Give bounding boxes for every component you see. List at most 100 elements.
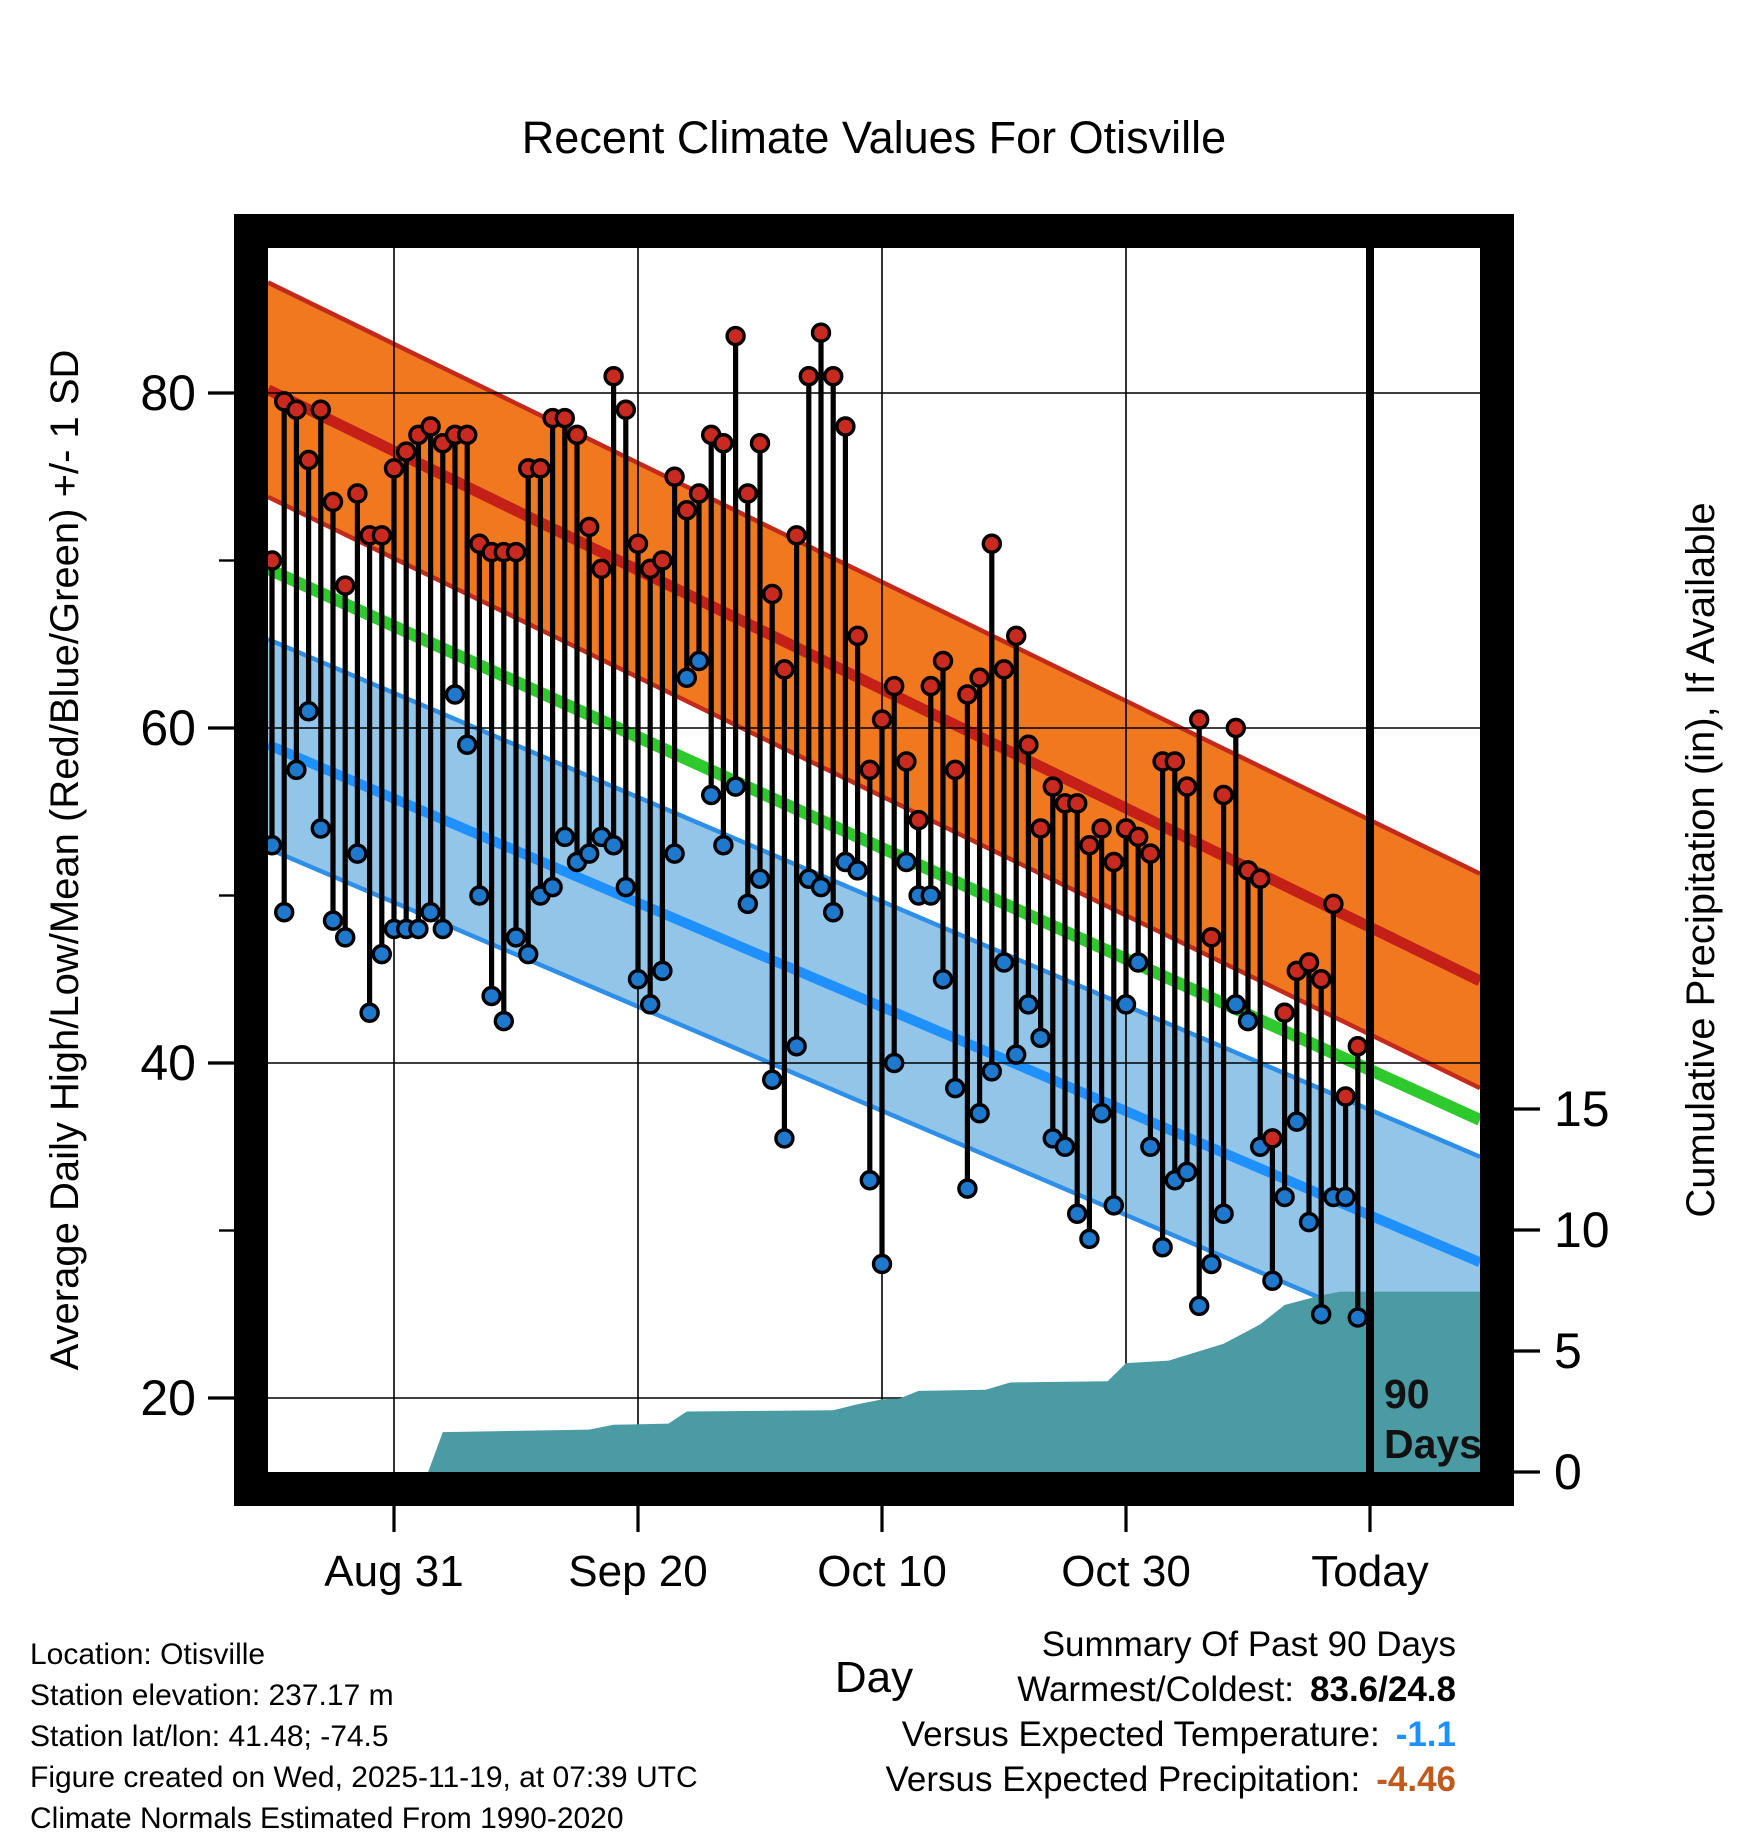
daily-high-dot [957, 684, 978, 705]
daily-high-dot [1030, 818, 1051, 839]
y-left-axis-title: Average Daily High/Low/Mean (Red/Blue/Gr… [43, 350, 87, 1371]
daily-low-dot [432, 918, 453, 940]
daily-low-dot [725, 776, 746, 797]
daily-high-dot [1079, 835, 1100, 856]
daily-low-dot [981, 1061, 1002, 1082]
daily-low-dot [298, 701, 319, 722]
daily-high-dot [847, 625, 868, 647]
daily-high-dot [1176, 776, 1198, 797]
daily-low-dot [1018, 994, 1039, 1015]
daily-low-dot [1201, 1253, 1222, 1275]
daily-high-dot [969, 667, 990, 688]
daily-low-dot [810, 876, 832, 898]
daily-high-dot [920, 675, 941, 697]
daily-low-dot [322, 910, 344, 931]
daily-low-dot [347, 843, 368, 864]
y-right-axis-title: Cumulative Precipitation (in), If Availa… [1679, 502, 1723, 1217]
daily-high-dot [1323, 893, 1344, 915]
daily-low-dot [1091, 1103, 1112, 1124]
daily-low-dot [359, 1002, 380, 1023]
daily-high-dot [1347, 1036, 1369, 1057]
daily-high-dot [1298, 952, 1320, 973]
daily-low-dot [1006, 1044, 1027, 1065]
daily-low-dot [676, 667, 697, 688]
mean-normal-line [268, 563, 1480, 1126]
daily-high-dot [1042, 776, 1064, 797]
daily-low-dot [847, 860, 868, 881]
daily-low-dot [823, 902, 844, 923]
summary-warmest-coldest: Warmest/Coldest: 83.6/24.8 [886, 1667, 1456, 1712]
daily-low-dot [579, 843, 600, 864]
daily-high-dot [1225, 717, 1247, 739]
daily-low-dot [1054, 1136, 1076, 1157]
daily-low-dot [1225, 994, 1247, 1015]
daily-low-dot [493, 1010, 514, 1032]
summary-vs-precipitation-label: Versus Expected Precipitation: [885, 1760, 1361, 1799]
daily-high-dot [664, 466, 685, 487]
daily-high-dot [1103, 851, 1125, 873]
daily-low-dot [1030, 1027, 1051, 1049]
daily-low-dot [774, 1128, 795, 1149]
daily-high-dot [737, 483, 758, 504]
x-tick-label-today: Today [1311, 1547, 1428, 1596]
daily-low-dot [969, 1103, 990, 1124]
daily-low-dot [1298, 1211, 1320, 1233]
summary-warmest-coldest-value: 83.6/24.8 [1310, 1670, 1456, 1709]
daily-low-dot [688, 650, 710, 672]
avg-high-normal-line [268, 384, 1480, 986]
summary-vs-temperature-value: -1.1 [1395, 1715, 1456, 1754]
daily-low-dot [652, 960, 673, 982]
x-axis-title: Day [835, 1653, 913, 1702]
daily-low-dot [518, 943, 539, 965]
daily-high-dot [896, 751, 917, 772]
station-metadata: Location: Otisville Station elevation: 2… [30, 1634, 698, 1839]
daily-high-dot [945, 759, 966, 781]
daily-high-dot [1213, 784, 1234, 806]
daily-high-dot [554, 407, 575, 429]
daily-low-dot [371, 943, 392, 965]
x-tick-label-oct-10: Oct 10 [817, 1547, 947, 1596]
metadata-elevation: Station elevation: 237.17 m [30, 1679, 394, 1712]
daily-high-dot [298, 449, 319, 471]
metadata-location: Location: Otisville [30, 1638, 266, 1671]
daily-high-dot [835, 416, 856, 437]
daily-low-dot [1262, 1270, 1283, 1291]
metadata-latlon: Station lat/lon: 41.48; -74.5 [30, 1720, 389, 1753]
daily-low-dot [896, 851, 917, 873]
daily-high-dot [1091, 818, 1112, 839]
daily-low-dot [505, 927, 527, 948]
daily-low-dot [1176, 1161, 1198, 1183]
daily-high-dot [457, 424, 478, 446]
daily-high-dot [798, 366, 819, 387]
daily-high-dot [1274, 1002, 1295, 1023]
daily-low-dot [871, 1253, 893, 1275]
daily-low-dot [457, 734, 478, 755]
daily-low-dot [859, 1170, 880, 1191]
daily-high-dot [725, 325, 746, 347]
daily-low-dot [884, 1052, 905, 1074]
daily-high-dot [1164, 751, 1186, 772]
daily-low-dot [737, 893, 758, 915]
daily-high-dot [615, 399, 636, 420]
daily-high-dot [993, 659, 1015, 680]
daily-high-dot [603, 366, 624, 387]
daily-low-dot [1140, 1136, 1161, 1157]
daily-low-dot [274, 902, 295, 923]
metadata-normals: Climate Normals Estimated From 1990-2020 [30, 1802, 624, 1835]
daily-low-dot [713, 835, 734, 856]
y-right-tick-label-15: 15 [1554, 1081, 1610, 1137]
daily-high-dot [335, 575, 356, 596]
daily-low-dot [335, 927, 356, 948]
daily-low-dot [762, 1069, 783, 1090]
x-tick-label-aug-31: Aug 31 [324, 1547, 463, 1596]
daily-low-dot [664, 843, 685, 864]
daily-low-dot [1310, 1304, 1332, 1325]
daily-high-dot [530, 458, 551, 479]
daily-low-dot [1152, 1237, 1173, 1258]
daily-low-dot [932, 969, 954, 990]
summary-heading: Summary Of Past 90 Days [1041, 1625, 1456, 1664]
daily-low-dot [1127, 952, 1149, 973]
y-right-tick-label-0: 0 [1554, 1444, 1582, 1500]
